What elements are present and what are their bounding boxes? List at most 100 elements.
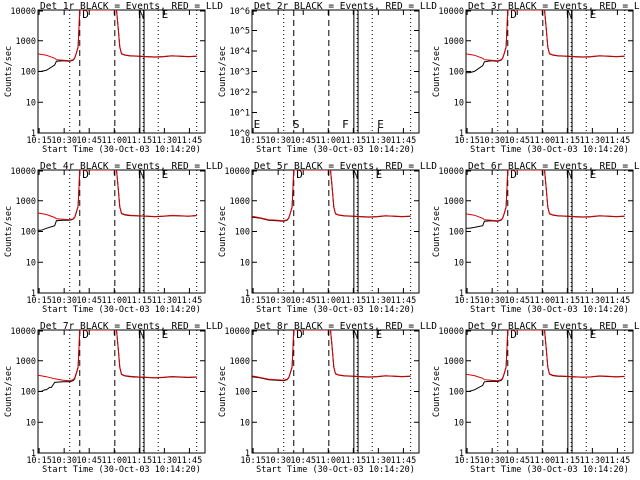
x-tick-label: 11:00	[315, 136, 341, 146]
y-axis-label: Counts/sec	[218, 206, 228, 257]
series-line-lld	[38, 10, 197, 62]
y-tick-label: 1000	[444, 37, 464, 47]
y-tick-label: 1	[459, 449, 464, 459]
y-tick-label: 100	[21, 228, 36, 238]
chart-panel-7: Det 7r BLACK = Events, RED = LLD 1 10 100 10…	[4, 321, 223, 475]
y-tick-label: 1	[31, 449, 36, 459]
x-tick-label: 11:30	[152, 456, 178, 466]
x-tick-label: 11:00	[529, 296, 555, 306]
x-tick-label: 11:30	[580, 296, 606, 306]
x-tick-label: 11:45	[605, 136, 631, 146]
plot-frame	[465, 169, 634, 294]
y-tick-label: 10	[26, 258, 36, 268]
series-line-lld	[38, 170, 197, 221]
y-tick-label: 100	[449, 388, 464, 398]
chart-title: Det 8r BLACK = Events, RED = LLD	[254, 321, 437, 332]
event-marker-label: E	[590, 168, 597, 181]
y-axis-label: Counts/sec	[432, 206, 442, 257]
x-tick-label: 10:15	[26, 136, 52, 146]
y-tick-label: 10^1	[230, 109, 250, 119]
y-tick-label: 10^3	[230, 68, 250, 78]
series-line-lld	[252, 170, 411, 222]
x-axis-label: Start Time (30-Oct-03 10:14:20)	[42, 305, 201, 315]
x-tick-label: 11:15	[127, 296, 153, 306]
event-marker-label: E	[162, 328, 169, 341]
y-tick-label: 1000	[444, 357, 464, 367]
plot-frame	[37, 9, 206, 134]
event-marker-label: E	[254, 118, 261, 131]
event-marker-label: D	[296, 168, 303, 181]
x-axis-label: Start Time (30-Oct-03 10:14:20)	[256, 145, 415, 155]
x-tick-label: 11:00	[101, 296, 127, 306]
y-tick-label: 10^2	[230, 88, 250, 98]
event-marker-label: S	[293, 118, 300, 131]
y-tick-label: 10000	[224, 327, 250, 337]
series-line-lld	[466, 170, 625, 222]
y-tick-label: 100	[235, 228, 250, 238]
x-tick-label: 11:30	[366, 136, 392, 146]
x-axis-label: Start Time (30-Oct-03 10:14:20)	[470, 145, 629, 155]
event-marker-label: E	[377, 118, 384, 131]
x-tick-label: 10:15	[26, 296, 52, 306]
plot-frame	[37, 169, 206, 294]
y-tick-label: 10000	[438, 7, 464, 17]
y-tick-label: 10	[454, 98, 464, 108]
x-tick-label: 11:30	[152, 136, 178, 146]
x-tick-label: 10:45	[290, 136, 316, 146]
x-tick-label: 10:15	[240, 456, 266, 466]
x-tick-label: 11:15	[341, 456, 367, 466]
x-tick-label: 11:15	[127, 136, 153, 146]
y-tick-label: 10^4	[230, 47, 250, 57]
x-tick-label: 10:45	[76, 296, 102, 306]
event-marker-label: D	[510, 168, 517, 181]
chart-panel-4: Det 4r BLACK = Events, RED = LLD 1 10 100 10…	[4, 161, 223, 315]
x-tick-label: 10:30	[265, 136, 291, 146]
y-axis-label: Counts/sec	[432, 46, 442, 97]
y-tick-label: 10	[240, 258, 250, 268]
y-tick-label: 10	[454, 418, 464, 428]
x-tick-label: 10:45	[504, 136, 530, 146]
x-tick-label: 10:30	[265, 296, 291, 306]
event-marker-label: D	[82, 328, 89, 341]
event-marker-label: D	[296, 328, 303, 341]
chart-panel-6: Det 6r BLACK = Events, RED = LLD 1 10 100 10…	[432, 161, 640, 315]
y-axis-label: Counts/sec	[218, 46, 228, 97]
series-line-lld	[252, 330, 411, 381]
x-tick-label: 11:30	[580, 136, 606, 146]
event-marker-label: E	[162, 8, 169, 21]
chart-title: Det 5r BLACK = Events, RED = LLD	[254, 161, 437, 172]
x-tick-label: 10:45	[504, 456, 530, 466]
x-tick-label: 11:00	[315, 296, 341, 306]
x-tick-label: 10:45	[76, 136, 102, 146]
x-tick-label: 10:45	[504, 296, 530, 306]
y-tick-label: 100	[449, 228, 464, 238]
x-tick-label: 11:30	[366, 456, 392, 466]
x-tick-label: 10:15	[240, 296, 266, 306]
y-tick-label: 100	[235, 388, 250, 398]
chart-title: Det 6r BLACK = Events, RED = LLD	[468, 161, 640, 172]
plot-frame	[251, 9, 420, 134]
y-tick-label: 10	[240, 418, 250, 428]
y-tick-label: 1000	[444, 197, 464, 207]
y-tick-label: 10000	[438, 327, 464, 337]
event-marker-label: E	[590, 328, 597, 341]
plot-frame	[37, 329, 206, 454]
y-axis-label: Counts/sec	[218, 366, 228, 417]
chart-title: Det 7r BLACK = Events, RED = LLD	[40, 321, 223, 332]
x-tick-label: 10:45	[76, 456, 102, 466]
y-tick-label: 1	[31, 289, 36, 299]
x-tick-label: 11:00	[101, 136, 127, 146]
x-axis-label: Start Time (30-Oct-03 10:14:20)	[42, 465, 201, 475]
x-tick-label: 10:15	[26, 456, 52, 466]
y-tick-label: 10	[26, 418, 36, 428]
x-tick-label: 10:30	[479, 456, 505, 466]
x-tick-label: 10:15	[240, 136, 266, 146]
x-tick-label: 11:15	[341, 136, 367, 146]
y-tick-label: 1	[245, 289, 250, 299]
x-tick-label: 11:15	[555, 296, 581, 306]
y-tick-label: 1000	[230, 357, 250, 367]
x-tick-label: 11:15	[555, 456, 581, 466]
x-axis-label: Start Time (30-Oct-03 10:14:20)	[470, 305, 629, 315]
event-marker-label: D	[82, 168, 89, 181]
